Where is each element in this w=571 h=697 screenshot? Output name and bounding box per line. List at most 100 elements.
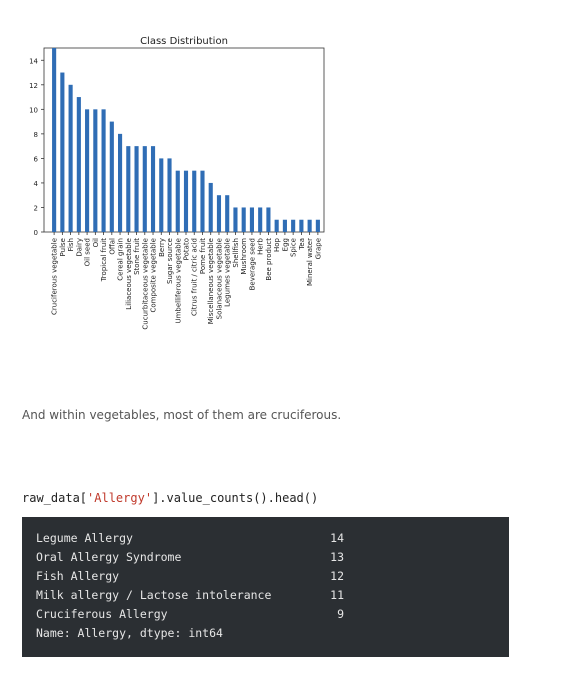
bar: [142, 146, 147, 232]
x-tick-label: Legumes vegetable: [224, 238, 232, 307]
bar: [233, 207, 238, 232]
x-tick-label: Herb: [257, 237, 265, 254]
bar: [307, 219, 312, 232]
output-row-label: Fish Allergy: [36, 569, 120, 583]
x-tick-label: Umbelliferous vegetable: [174, 238, 182, 324]
output-row-label: Cruciferous Allergy: [36, 607, 168, 621]
x-tick-label: Mineral water: [306, 238, 314, 286]
bar: [208, 182, 213, 232]
bar: [101, 109, 106, 232]
bar: [68, 84, 73, 232]
bar: [225, 195, 230, 232]
bar: [291, 219, 296, 232]
x-tick-label: Solanaceous vegetable: [215, 238, 223, 319]
markdown-paragraph: And within vegetables, most of them are …: [22, 408, 342, 422]
x-tick-label: Cruciferous vegetable: [51, 238, 59, 315]
x-tick-label: Composite vegetable: [150, 238, 158, 313]
y-tick-label: 8: [34, 131, 38, 139]
x-tick-label: Offal: [108, 238, 116, 255]
y-tick-label: 4: [34, 180, 39, 188]
x-tick-label: Spice: [290, 238, 298, 257]
output-row-value: 9: [337, 607, 344, 621]
x-tick-label: Miscellaneous vegetable: [207, 238, 215, 324]
x-tick-label: Oil: [92, 238, 100, 247]
x-tick-label: Oil seed: [84, 238, 92, 266]
bar: [60, 72, 65, 233]
bar: [126, 146, 131, 232]
x-tick-label: Bee product: [265, 238, 273, 281]
x-tick-label: Beverage seed: [248, 238, 256, 290]
x-tick-label: Tea: [298, 238, 306, 251]
code-suffix: ].value_counts().head(): [152, 491, 319, 505]
bar-chart-svg: Class Distribution 0 2 4 6 8 10 12 14 Cruciferous…: [29, 36, 325, 330]
output-row-label: Milk allergy / Lactose intolerance: [36, 588, 272, 602]
x-tick-label: Pulse: [59, 238, 67, 256]
bar: [282, 219, 287, 232]
output-rows: Legume Allergy 14 Oral Allergy Syndrome 13 F…: [36, 529, 495, 624]
bar: [150, 146, 156, 232]
code-prefix: raw_data[: [22, 491, 88, 505]
bar: [249, 207, 254, 232]
output-row: Oral Allergy Syndrome 13: [36, 548, 495, 567]
x-tick-label: Pome fruit: [199, 238, 207, 274]
x-tick-label: Hop: [273, 237, 281, 252]
bar: [118, 133, 123, 232]
chart-title: Class Distribution: [140, 36, 228, 47]
y-tick-label: 6: [34, 155, 39, 163]
bar: [274, 219, 279, 232]
y-tick-label: 12: [29, 82, 38, 90]
code-string-arg: 'Allergy': [87, 491, 153, 505]
output-row-value: 14: [330, 531, 344, 545]
code-cell[interactable]: raw_data['Allergy'].value_counts().head(…: [22, 491, 318, 505]
y-tick-label: 10: [29, 106, 38, 114]
x-tick-label: Egg: [281, 238, 289, 251]
bar: [299, 219, 304, 232]
x-tick-label: Fish: [67, 238, 75, 252]
bar: [76, 97, 81, 232]
output-row: Cruciferous Allergy 9: [36, 605, 495, 624]
output-row-label: Legume Allergy: [36, 531, 133, 545]
output-row-label: Oral Allergy Syndrome: [36, 550, 182, 564]
x-tick-label: Dairy: [75, 238, 83, 257]
bar: [93, 109, 98, 232]
bar: [241, 207, 246, 232]
output-footer: Name: Allergy, dtype: int64: [36, 626, 223, 640]
x-tick-label: Cucurbitaceous vegetable: [141, 238, 149, 330]
x-tick-label: Citrus fruit / citric acid: [191, 238, 199, 316]
bar: [266, 207, 271, 232]
bar: [159, 158, 164, 232]
bar: [315, 219, 320, 232]
x-tick-label: Mushroom: [240, 238, 248, 275]
y-tick-label: 2: [34, 204, 38, 212]
bar: [216, 195, 222, 232]
bar: [183, 170, 189, 232]
x-tick-label: Potato: [183, 238, 191, 260]
y-tick-label: 14: [29, 57, 38, 65]
x-tick-label: Shellfish: [232, 238, 240, 268]
bar: [109, 121, 114, 232]
output-row: Milk allergy / Lactose intolerance 11: [36, 586, 495, 605]
bar: [258, 207, 263, 232]
bar: [192, 170, 197, 232]
bar: [175, 170, 180, 232]
bar: [200, 170, 205, 232]
x-tick-label: Stone fruit: [133, 238, 141, 275]
output-row: Fish Allergy 12: [36, 567, 495, 586]
output-row: Legume Allergy 14: [36, 529, 495, 548]
output-row-value: 11: [330, 588, 344, 602]
bar: [52, 48, 57, 232]
output-row-value: 13: [330, 550, 344, 564]
bar: [85, 109, 90, 232]
class-distribution-chart: Class Distribution 0 2 4 6 8 10 12 14 Cruciferous…: [0, 0, 571, 330]
x-tick-label: Liliaceous vegetable: [125, 238, 133, 310]
x-tick-label: Cereal grain: [117, 238, 125, 281]
bar: [167, 158, 172, 232]
x-tick-label: Tropical fruit: [100, 238, 108, 283]
output-row-value: 12: [330, 569, 344, 583]
y-tick-label: 0: [34, 229, 38, 237]
x-tick-label: Sugar source: [166, 238, 174, 284]
x-tick-label: Grape: [314, 238, 322, 259]
bar: [134, 146, 139, 232]
x-tick-label: Berry: [158, 238, 166, 257]
output-cell: Legume Allergy 14 Oral Allergy Syndrome 13 F…: [22, 517, 509, 657]
